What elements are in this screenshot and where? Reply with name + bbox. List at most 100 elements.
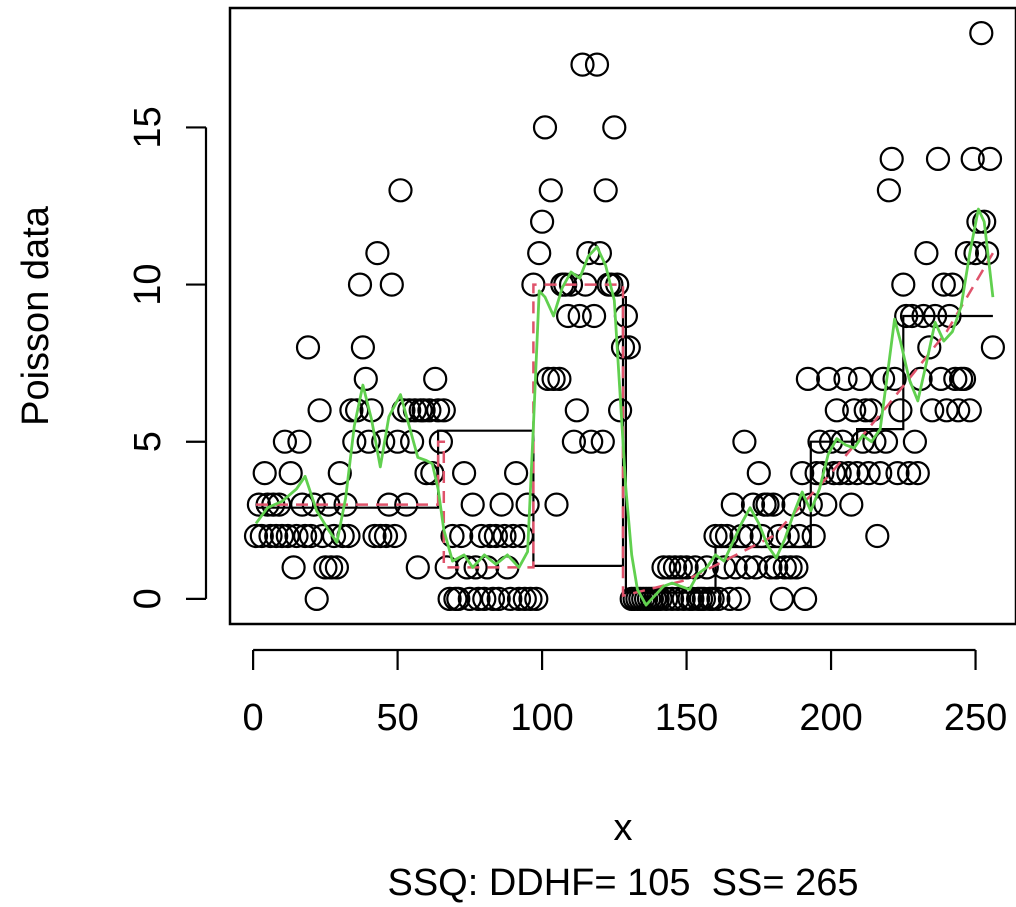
data-point xyxy=(460,492,485,517)
data-point xyxy=(365,241,390,266)
data-point xyxy=(917,335,942,360)
data-point xyxy=(506,586,532,612)
lines-layer xyxy=(254,207,995,607)
data-point xyxy=(287,429,312,454)
data-point xyxy=(772,555,797,580)
data-point xyxy=(267,492,292,517)
data-point xyxy=(324,555,349,580)
data-point xyxy=(269,523,295,549)
data-point xyxy=(535,366,561,391)
data-point xyxy=(385,429,410,454)
data-point xyxy=(373,523,399,549)
smooth-fit-line xyxy=(254,207,995,607)
data-point xyxy=(859,398,884,423)
data-point xyxy=(498,586,523,612)
data-point xyxy=(804,461,829,486)
data-point xyxy=(440,523,465,549)
data-point xyxy=(816,366,841,391)
data-point xyxy=(925,146,951,171)
data-point xyxy=(920,398,945,423)
data-point xyxy=(680,586,705,612)
data-point xyxy=(755,492,780,517)
data-point xyxy=(579,429,604,454)
data-point xyxy=(293,523,318,549)
data-point xyxy=(246,492,271,517)
data-point xyxy=(784,555,809,580)
data-point xyxy=(896,461,922,486)
data-point xyxy=(515,492,540,517)
x-axis-label: x xyxy=(614,807,633,849)
data-point xyxy=(836,461,861,486)
data-point xyxy=(313,555,338,580)
data-point xyxy=(694,555,719,580)
data-point xyxy=(426,398,451,423)
y-tick-label: 10 xyxy=(127,263,169,305)
data-point xyxy=(870,366,896,391)
data-point xyxy=(758,555,783,580)
data-point xyxy=(478,523,503,549)
data-point xyxy=(541,366,566,391)
data-point xyxy=(446,586,471,612)
data-point xyxy=(350,335,375,360)
data-point xyxy=(960,146,985,171)
data-point xyxy=(862,429,887,454)
data-point xyxy=(795,366,821,391)
data-point xyxy=(538,178,563,203)
data-point xyxy=(353,366,378,391)
data-point xyxy=(321,523,347,549)
data-point xyxy=(469,523,494,549)
x-tick-label: 200 xyxy=(799,697,862,739)
axes-layer: 0 50 100 150 200 250 0 5 10 15 xyxy=(127,106,1007,739)
data-point xyxy=(790,461,815,486)
data-point xyxy=(555,303,581,329)
data-point xyxy=(957,398,982,423)
data-point xyxy=(599,272,624,297)
data-point xyxy=(951,366,977,391)
data-point xyxy=(590,429,615,454)
data-point xyxy=(400,429,425,454)
data-point xyxy=(411,398,436,423)
data-point xyxy=(977,146,1003,171)
data-point xyxy=(587,241,613,266)
data-point xyxy=(969,20,994,46)
data-point xyxy=(865,523,890,549)
data-point xyxy=(362,523,387,549)
y-axis-label: Poisson data xyxy=(15,205,57,426)
data-point xyxy=(243,523,269,549)
data-point xyxy=(657,555,682,580)
data-point xyxy=(524,586,549,612)
x-tick-label: 150 xyxy=(655,697,718,739)
data-point xyxy=(659,586,685,612)
data-point xyxy=(278,461,303,486)
data-point xyxy=(743,555,769,580)
data-point xyxy=(980,335,1006,360)
data-point xyxy=(249,523,274,549)
data-point xyxy=(847,366,873,391)
data-point xyxy=(388,178,413,203)
data-point xyxy=(489,492,514,517)
data-point xyxy=(327,461,352,486)
data-point xyxy=(483,523,508,549)
x-tick-label: 0 xyxy=(243,697,264,739)
data-point xyxy=(518,586,543,612)
data-point xyxy=(868,461,893,486)
data-point xyxy=(492,523,517,549)
data-point xyxy=(720,492,745,517)
points-layer xyxy=(243,20,1006,612)
data-point xyxy=(405,555,430,580)
x-tick-label: 250 xyxy=(944,697,1007,739)
y-tick-label: 0 xyxy=(127,588,169,609)
data-point xyxy=(801,523,826,549)
data-point xyxy=(735,555,760,580)
data-point xyxy=(902,429,928,454)
data-point xyxy=(281,555,306,580)
data-point xyxy=(839,492,864,517)
data-point xyxy=(272,429,297,454)
data-point xyxy=(581,303,607,329)
data-point xyxy=(674,555,699,580)
data-point xyxy=(778,555,803,580)
data-point xyxy=(284,523,309,549)
data-point xyxy=(252,461,277,486)
data-point xyxy=(480,586,506,612)
data-point xyxy=(295,335,321,360)
